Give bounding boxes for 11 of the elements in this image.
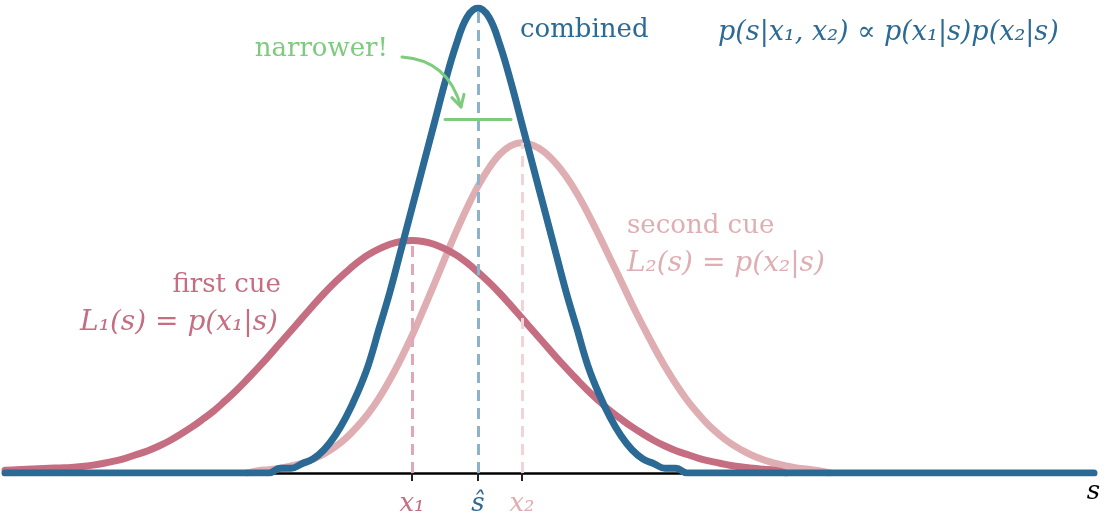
annotation: narrower! [254,32,388,62]
x-tick-label: x₂ [509,487,535,517]
series-label: first cue [172,268,281,298]
series-label: second cue [627,209,775,239]
series-label: combined [520,13,649,43]
annotation: L₂(s) = p(x₂|s) [626,244,825,278]
x-tick-label: x₁ [399,487,425,517]
x-tick-label: ŝ [471,487,485,517]
annotation: p(s|x₁, x₂) ∝ p(x₁|s)p(x₂|s) [718,14,1059,47]
annotation: L₁(s) = p(x₁|s) [79,303,278,337]
x-axis-title: s [1086,475,1100,505]
